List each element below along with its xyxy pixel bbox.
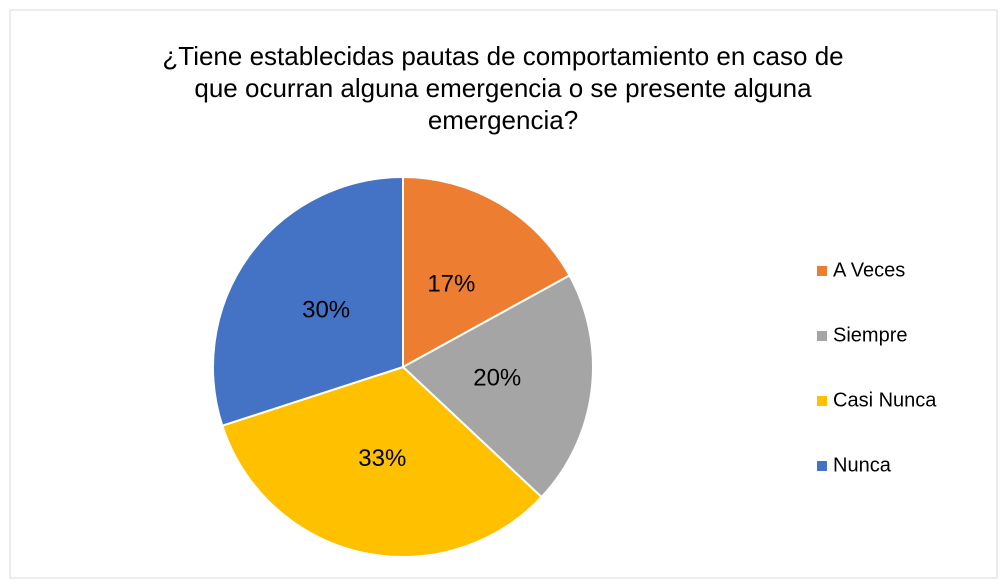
data-label: 20% [473,364,521,391]
pie-slice [221,365,543,558]
data-label: 33% [358,445,406,472]
chart-title: ¿Tiene establecidas pautas de comportami… [162,41,843,135]
legend-swatch [817,266,827,276]
pie-slice [401,274,594,499]
legend-label: A Veces [833,259,905,281]
legend-label: Siempre [833,324,907,346]
pie-slice [402,175,571,369]
pie-slice [212,175,404,427]
legend-label: Casi Nunca [833,389,937,411]
data-label: 30% [302,297,350,324]
data-label: 17% [427,271,475,298]
legend-swatch [817,396,827,406]
legend-label: Nunca [833,454,892,476]
legend-swatch [817,461,827,471]
legend-swatch [817,331,827,341]
